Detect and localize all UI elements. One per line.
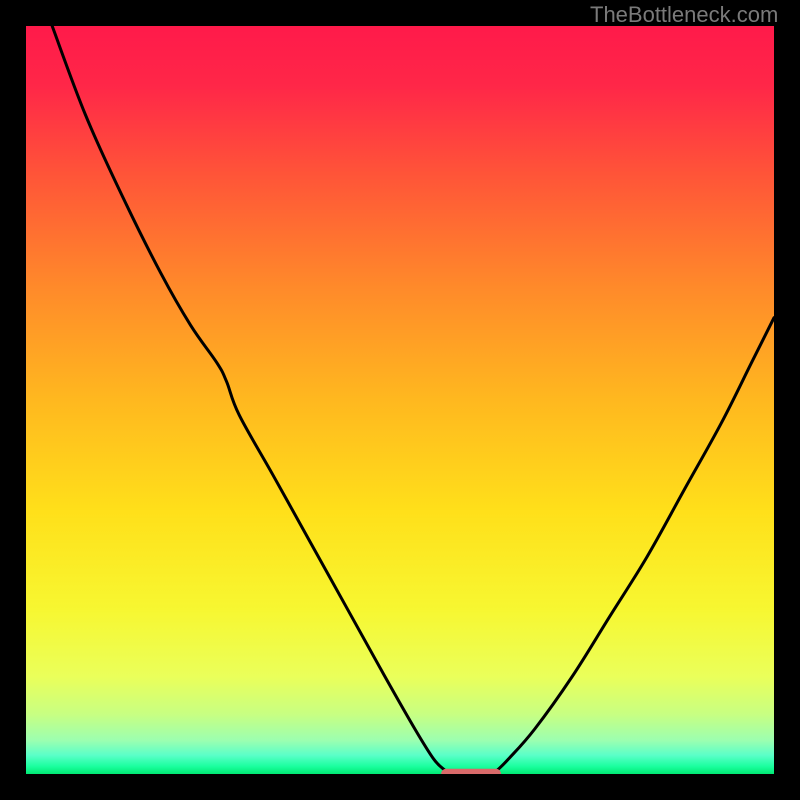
- plot-area: [26, 26, 774, 774]
- plot-background: [26, 26, 774, 774]
- plot-svg: [26, 26, 774, 774]
- watermark-text: TheBottleneck.com: [590, 2, 778, 28]
- flat-marker: [441, 769, 501, 774]
